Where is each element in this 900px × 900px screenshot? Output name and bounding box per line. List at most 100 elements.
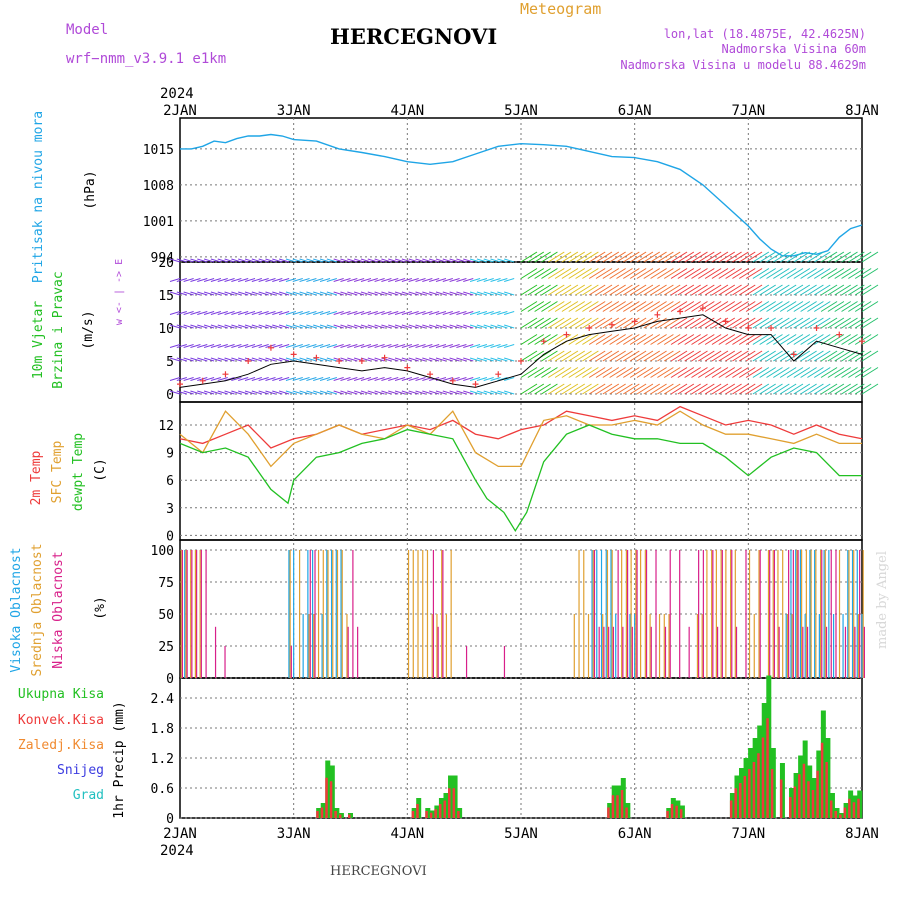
wind-barb [353,344,365,348]
wind-barb [527,251,545,263]
wind-barb [527,367,545,378]
wind-barb [497,390,508,395]
wind-barb [313,291,324,296]
wind-barb [677,350,695,362]
wind-barb [169,390,181,395]
wind-barb [657,268,674,279]
wind-barb [258,291,269,296]
wind-barb [367,311,378,315]
wind-barb [766,301,783,312]
wind-barb [374,377,385,381]
wind-barb [527,284,545,296]
wind-barb [698,334,715,345]
wind-barb [752,383,770,395]
wind-barb [670,383,688,395]
wind-barb [609,334,626,345]
wind-barb [588,334,606,345]
wind-barb [360,390,372,395]
wind-barb [340,278,351,282]
dewpt-temp-label: dewpt Temp [71,433,86,511]
temp2m-line [179,405,863,449]
wind-barb [759,350,776,362]
wind-barb [456,324,467,329]
wind-barb [663,268,681,279]
wind-barb [326,311,338,315]
wind-barb [319,377,331,381]
wind-barb [469,377,481,381]
wind-barb [347,278,358,282]
wind-barb [504,390,515,395]
wind-barb [643,284,661,296]
wind-barb [623,383,640,395]
wind-barb [224,324,235,329]
wind-barb [374,258,385,263]
lonlat-label: lon,lat (18.4875E, 42.4625N) [664,27,866,41]
wind-barb [238,344,249,348]
wind-barb [367,324,378,329]
wind-barb [497,324,508,329]
wind-barb [203,377,215,381]
wind-barb [415,377,426,381]
wind-barb [711,334,729,345]
wind-barb [575,317,592,329]
wind-barb [752,317,770,329]
wind-barb [711,367,729,378]
wind-barb [244,390,256,395]
precip-conv-bar [620,790,624,818]
wind-barb [718,367,736,378]
wind-barb [766,268,783,279]
wind-barb [258,390,269,395]
precip-conv-bar [670,804,674,818]
wind-barb [169,377,181,381]
wind-barb [442,324,453,329]
wind-barb [704,367,722,378]
wind-barb [190,390,201,395]
wind-barb [251,324,262,329]
precip-tick-label: 0.6 [151,782,174,797]
wind-barb [217,344,228,348]
wind-barb [415,258,426,263]
cloud-tick-label: 50 [158,608,174,623]
wind-barb [759,268,776,279]
wind-barb [292,311,303,315]
wind-barb [210,390,222,395]
x-tick-label-bottom: 3JAN [277,826,311,842]
wind-barb [463,278,474,282]
wind-barb [807,284,824,296]
wind-barb [657,251,674,263]
wind-barb [704,383,722,395]
precip-tick-label: 1.2 [151,752,174,767]
wind-barb [820,301,838,312]
wind-barb [602,268,620,279]
wind-barb [698,268,715,279]
wind-barb [766,334,783,345]
wind-barb [786,317,804,329]
wind-gust-marker [495,371,502,378]
wind-barb [834,268,851,279]
wind-barb [476,291,488,296]
wind-barb [353,324,365,329]
pressure-ylabel: Pritisak na nivou mora [31,111,46,283]
wind-barb [265,258,276,263]
wind-barb [408,291,419,296]
wind-barb [251,311,262,315]
wind-barb [738,334,756,345]
wind-barb [602,367,620,378]
wind-barb [725,317,742,329]
precip-conv-bar [852,802,856,818]
wind-barb [677,334,695,345]
wind-barb [793,367,811,378]
wind-gust-marker [267,344,274,351]
wind-barb [442,258,453,263]
wind-barb [629,350,647,362]
precip-conv-bar [329,781,333,818]
wind-barb [752,367,770,378]
wind-barb [548,251,565,263]
wind-barb [476,357,488,362]
wind-barb [520,367,538,378]
wind-barb [272,278,283,282]
wind-barb [752,268,770,279]
wind-barb [738,350,756,362]
wind-barb [190,324,201,329]
wind-barb [176,311,187,315]
